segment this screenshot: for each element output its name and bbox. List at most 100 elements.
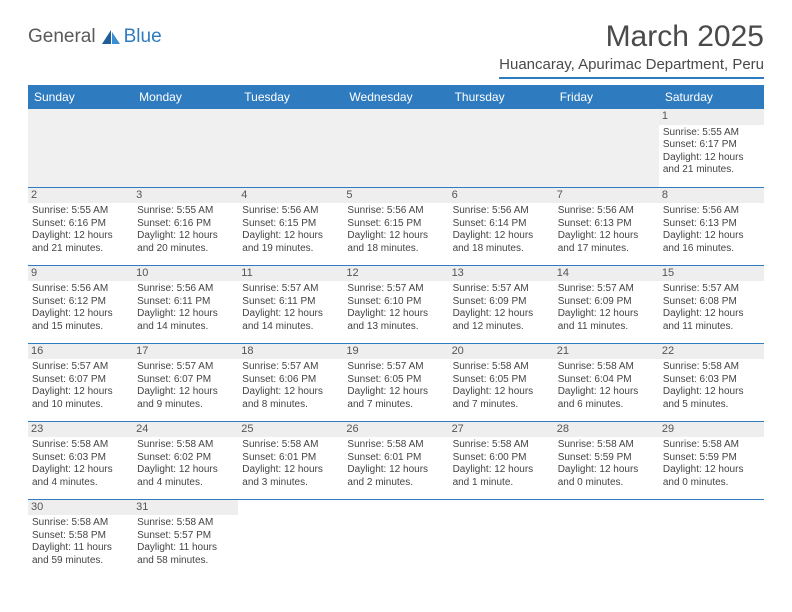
day-number: 2: [28, 188, 133, 204]
day-number: 10: [133, 266, 238, 282]
calendar-cell: 5Sunrise: 5:56 AMSunset: 6:15 PMDaylight…: [343, 187, 448, 265]
sunrise-text: Sunrise: 5:58 AM: [558, 439, 655, 452]
calendar-cell: 14Sunrise: 5:57 AMSunset: 6:09 PMDayligh…: [554, 265, 659, 343]
sunrise-text: Sunrise: 5:58 AM: [453, 439, 550, 452]
calendar-cell: 4Sunrise: 5:56 AMSunset: 6:15 PMDaylight…: [238, 187, 343, 265]
daylight-text: Daylight: 12 hours and 0 minutes.: [558, 464, 655, 489]
daylight-text: Daylight: 12 hours and 14 minutes.: [137, 308, 234, 333]
calendar-row: 2Sunrise: 5:55 AMSunset: 6:16 PMDaylight…: [28, 187, 764, 265]
calendar-cell: 13Sunrise: 5:57 AMSunset: 6:09 PMDayligh…: [449, 265, 554, 343]
calendar-cell: [343, 499, 448, 577]
daylight-text: Daylight: 12 hours and 15 minutes.: [32, 308, 129, 333]
sunrise-text: Sunrise: 5:58 AM: [137, 439, 234, 452]
sunset-text: Sunset: 6:16 PM: [137, 218, 234, 231]
day-number: 23: [28, 422, 133, 438]
calendar-cell: 1Sunrise: 5:55 AMSunset: 6:17 PMDaylight…: [659, 109, 764, 187]
day-number: 7: [554, 188, 659, 204]
daylight-text: Daylight: 12 hours and 4 minutes.: [32, 464, 129, 489]
sunset-text: Sunset: 6:02 PM: [137, 452, 234, 465]
calendar-cell: [238, 499, 343, 577]
daylight-text: Daylight: 12 hours and 1 minute.: [453, 464, 550, 489]
sunset-text: Sunset: 6:03 PM: [663, 374, 760, 387]
daylight-text: Daylight: 12 hours and 21 minutes.: [663, 152, 760, 177]
daylight-text: Daylight: 12 hours and 12 minutes.: [453, 308, 550, 333]
calendar-cell: [449, 499, 554, 577]
sunrise-text: Sunrise: 5:56 AM: [558, 205, 655, 218]
day-number: 25: [238, 422, 343, 438]
daylight-text: Daylight: 12 hours and 4 minutes.: [137, 464, 234, 489]
calendar-cell: [28, 109, 133, 187]
calendar-cell: 3Sunrise: 5:55 AMSunset: 6:16 PMDaylight…: [133, 187, 238, 265]
daylight-text: Daylight: 12 hours and 2 minutes.: [347, 464, 444, 489]
calendar-cell: 6Sunrise: 5:56 AMSunset: 6:14 PMDaylight…: [449, 187, 554, 265]
sunrise-text: Sunrise: 5:57 AM: [347, 361, 444, 374]
day-number: 24: [133, 422, 238, 438]
sunrise-text: Sunrise: 5:57 AM: [242, 283, 339, 296]
sunrise-text: Sunrise: 5:56 AM: [32, 283, 129, 296]
sunset-text: Sunset: 6:11 PM: [137, 296, 234, 309]
title-block: March 2025 Huancaray, Apurimac Departmen…: [499, 20, 764, 79]
sunset-text: Sunset: 6:17 PM: [663, 139, 760, 152]
sunset-text: Sunset: 5:59 PM: [558, 452, 655, 465]
sunrise-text: Sunrise: 5:58 AM: [32, 517, 129, 530]
day-number: 22: [659, 344, 764, 360]
daylight-text: Daylight: 12 hours and 7 minutes.: [347, 386, 444, 411]
sunset-text: Sunset: 6:13 PM: [558, 218, 655, 231]
sunset-text: Sunset: 6:05 PM: [453, 374, 550, 387]
day-number: 20: [449, 344, 554, 360]
daylight-text: Daylight: 12 hours and 11 minutes.: [663, 308, 760, 333]
daylight-text: Daylight: 12 hours and 21 minutes.: [32, 230, 129, 255]
sunrise-text: Sunrise: 5:56 AM: [453, 205, 550, 218]
calendar-cell: [449, 109, 554, 187]
day-number: 26: [343, 422, 448, 438]
calendar-cell: 11Sunrise: 5:57 AMSunset: 6:11 PMDayligh…: [238, 265, 343, 343]
sunset-text: Sunset: 6:07 PM: [137, 374, 234, 387]
calendar-body: 1Sunrise: 5:55 AMSunset: 6:17 PMDaylight…: [28, 109, 764, 577]
weekday-header: Thursday: [449, 85, 554, 109]
sunrise-text: Sunrise: 5:56 AM: [347, 205, 444, 218]
sunset-text: Sunset: 6:16 PM: [32, 218, 129, 231]
sunrise-text: Sunrise: 5:58 AM: [137, 517, 234, 530]
day-number: 5: [343, 188, 448, 204]
sunset-text: Sunset: 6:09 PM: [453, 296, 550, 309]
sunset-text: Sunset: 6:04 PM: [558, 374, 655, 387]
weekday-header-row: Sunday Monday Tuesday Wednesday Thursday…: [28, 85, 764, 109]
calendar-cell: 30Sunrise: 5:58 AMSunset: 5:58 PMDayligh…: [28, 499, 133, 577]
day-number: 31: [133, 500, 238, 516]
calendar-row: 23Sunrise: 5:58 AMSunset: 6:03 PMDayligh…: [28, 421, 764, 499]
day-number: 9: [28, 266, 133, 282]
sunrise-text: Sunrise: 5:58 AM: [347, 439, 444, 452]
sunrise-text: Sunrise: 5:58 AM: [32, 439, 129, 452]
daylight-text: Daylight: 12 hours and 10 minutes.: [32, 386, 129, 411]
daylight-text: Daylight: 12 hours and 5 minutes.: [663, 386, 760, 411]
day-number: 30: [28, 500, 133, 516]
weekday-header: Saturday: [659, 85, 764, 109]
logo-sail-icon: [100, 28, 122, 46]
calendar-cell: 10Sunrise: 5:56 AMSunset: 6:11 PMDayligh…: [133, 265, 238, 343]
day-number: 17: [133, 344, 238, 360]
header: General Blue March 2025 Huancaray, Apuri…: [28, 20, 764, 79]
logo-text-general: General: [28, 26, 96, 48]
sunrise-text: Sunrise: 5:58 AM: [558, 361, 655, 374]
sunset-text: Sunset: 6:12 PM: [32, 296, 129, 309]
daylight-text: Daylight: 11 hours and 58 minutes.: [137, 542, 234, 567]
day-number: 16: [28, 344, 133, 360]
calendar-row: 30Sunrise: 5:58 AMSunset: 5:58 PMDayligh…: [28, 499, 764, 577]
day-number: 6: [449, 188, 554, 204]
day-number: 15: [659, 266, 764, 282]
sunset-text: Sunset: 5:58 PM: [32, 530, 129, 543]
calendar-cell: [554, 499, 659, 577]
calendar-cell: 28Sunrise: 5:58 AMSunset: 5:59 PMDayligh…: [554, 421, 659, 499]
calendar-cell: [343, 109, 448, 187]
sunrise-text: Sunrise: 5:56 AM: [663, 205, 760, 218]
month-title: March 2025: [499, 20, 764, 54]
daylight-text: Daylight: 12 hours and 17 minutes.: [558, 230, 655, 255]
sunset-text: Sunset: 6:05 PM: [347, 374, 444, 387]
sunset-text: Sunset: 6:00 PM: [453, 452, 550, 465]
calendar-cell: 8Sunrise: 5:56 AMSunset: 6:13 PMDaylight…: [659, 187, 764, 265]
day-number: 28: [554, 422, 659, 438]
calendar-cell: 26Sunrise: 5:58 AMSunset: 6:01 PMDayligh…: [343, 421, 448, 499]
daylight-text: Daylight: 12 hours and 6 minutes.: [558, 386, 655, 411]
logo-text-blue: Blue: [124, 26, 162, 48]
daylight-text: Daylight: 12 hours and 14 minutes.: [242, 308, 339, 333]
